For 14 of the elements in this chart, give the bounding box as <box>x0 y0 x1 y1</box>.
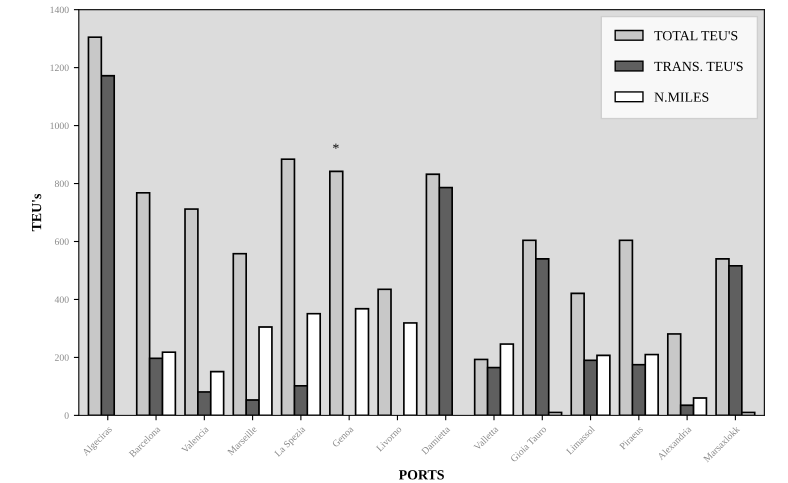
y-tick-label: 800 <box>54 180 69 188</box>
x-axis-title: PORTS <box>398 470 444 480</box>
y-tick-label: 1200 <box>50 64 69 72</box>
y-tick-label: 400 <box>54 296 69 303</box>
y-tick-label: 0 <box>64 412 69 419</box>
legend-label: TRANS. TEU'S <box>654 62 743 72</box>
legend-label: N.MILES <box>654 92 708 102</box>
legend-label: TOTAL TEU'S <box>654 31 738 40</box>
y-tick-label: 1400 <box>50 6 69 14</box>
y-tick-label: 600 <box>54 238 69 245</box>
annotation: * <box>333 144 339 149</box>
y-tick-label: 1000 <box>50 122 69 130</box>
y-tick-label: 200 <box>54 354 69 361</box>
y-axis-title: TEU's <box>32 194 42 232</box>
